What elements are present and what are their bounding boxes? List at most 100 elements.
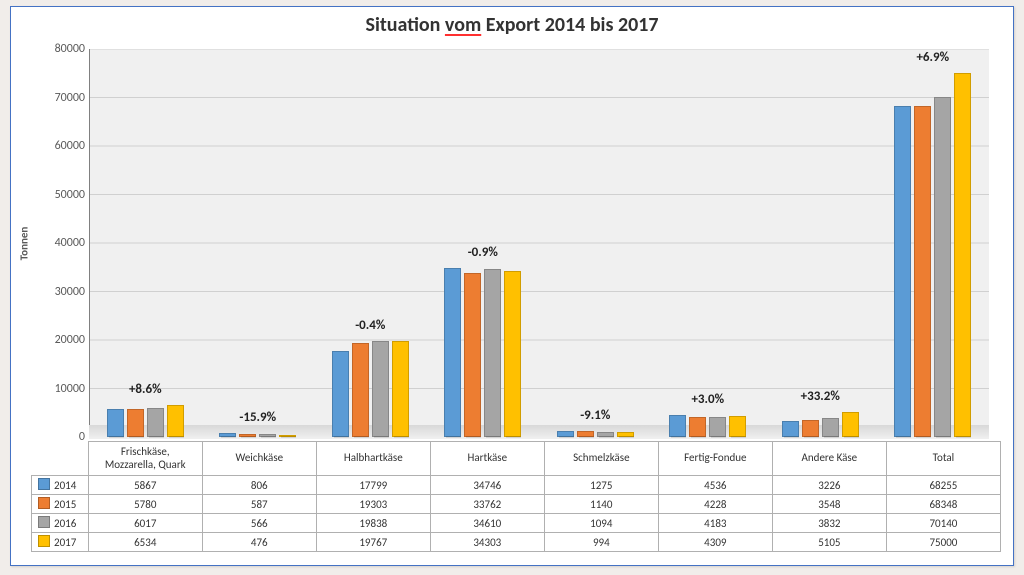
table-cell: 3548 xyxy=(772,495,886,514)
table-cell: 68255 xyxy=(886,476,1000,495)
bar xyxy=(127,409,144,437)
y-tick-label: 50000 xyxy=(45,188,85,202)
bar xyxy=(372,341,389,437)
table-cell: 3832 xyxy=(772,514,886,533)
delta-label: +8.6% xyxy=(129,382,162,397)
delta-label: +33.2% xyxy=(801,389,840,404)
bar xyxy=(782,421,799,437)
chart-frame: Situation vom Export 2014 bis 2017 Tonne… xyxy=(10,6,1014,566)
table-cell: 1140 xyxy=(544,495,658,514)
bar xyxy=(597,432,614,437)
bar xyxy=(484,269,501,437)
title-part-3: Export 2014 bis 2017 xyxy=(481,13,658,37)
table-cell: 34610 xyxy=(430,514,544,533)
bar xyxy=(259,434,276,437)
bar xyxy=(914,106,931,437)
bar-group: -15.9% xyxy=(202,49,315,437)
bar xyxy=(709,417,726,437)
table-cell: 19838 xyxy=(316,514,430,533)
table-cell: 70140 xyxy=(886,514,1000,533)
bar xyxy=(894,106,911,437)
table-category-header: Schmelzkäse xyxy=(544,442,658,476)
bar xyxy=(279,435,296,437)
bar xyxy=(954,73,971,437)
bar-group: +3.0% xyxy=(652,49,765,437)
table-cell: 4228 xyxy=(658,495,772,514)
bar-group: +6.9% xyxy=(877,49,990,437)
table-category-header: Fertig-Fondue xyxy=(658,442,772,476)
bar xyxy=(464,273,481,437)
table-cell: 4536 xyxy=(658,476,772,495)
table-cell: 19767 xyxy=(316,533,430,552)
bar xyxy=(107,409,124,437)
table-row: 20166017566198383461010944183383270140 xyxy=(32,514,1001,533)
table-cell: 476 xyxy=(202,533,316,552)
title-underlined: vom xyxy=(445,13,481,37)
bar xyxy=(842,412,859,437)
table-cell: 17799 xyxy=(316,476,430,495)
y-axis-title: Tonnen xyxy=(15,49,33,437)
table-cell: 1275 xyxy=(544,476,658,495)
bar-groups: +8.6% -15.9% -0.4% -0.9% -9.1%+3.0% +33.2% +6.… xyxy=(89,49,989,437)
y-tick-label: 60000 xyxy=(45,139,85,153)
title-part-1: Situation xyxy=(365,13,444,37)
table-category-header: Hartkäse xyxy=(430,442,544,476)
table-category-header: Total xyxy=(886,442,1000,476)
table-cell: 33762 xyxy=(430,495,544,514)
table-corner xyxy=(32,442,89,476)
bar xyxy=(167,405,184,437)
bar xyxy=(332,351,349,437)
y-tick-label: 30000 xyxy=(45,285,85,299)
table-row: 20145867806177993474612754536322668255 xyxy=(32,476,1001,495)
bar-group: -0.4% xyxy=(314,49,427,437)
bar xyxy=(689,417,706,438)
table-cell: 68348 xyxy=(886,495,1000,514)
bar xyxy=(617,432,634,437)
table-cell: 4183 xyxy=(658,514,772,533)
table-cell: 5867 xyxy=(88,476,202,495)
delta-label: +6.9% xyxy=(916,50,949,65)
bar xyxy=(219,433,236,437)
bar-group: +33.2% xyxy=(764,49,877,437)
bar xyxy=(352,343,369,437)
table-cell: 3226 xyxy=(772,476,886,495)
bar xyxy=(822,418,839,437)
bar-group: -0.9% xyxy=(427,49,540,437)
bar xyxy=(444,268,461,437)
table-series-label: 2015 xyxy=(32,495,89,514)
table-series-label: 2014 xyxy=(32,476,89,495)
delta-label: -0.4% xyxy=(355,318,385,333)
table-cell: 34303 xyxy=(430,533,544,552)
y-axis-tick-labels: 0100002000030000400005000060000700008000… xyxy=(45,49,85,437)
table-cell: 4309 xyxy=(658,533,772,552)
bar xyxy=(669,415,686,437)
table-cell: 566 xyxy=(202,514,316,533)
y-tick-label: 70000 xyxy=(45,91,85,105)
table-cell: 806 xyxy=(202,476,316,495)
table-cell: 587 xyxy=(202,495,316,514)
table-cell: 5780 xyxy=(88,495,202,514)
y-tick-label: 20000 xyxy=(45,333,85,347)
bar-group: -9.1% xyxy=(539,49,652,437)
bar xyxy=(934,97,951,437)
table-cell: 1094 xyxy=(544,514,658,533)
bar xyxy=(729,416,746,437)
bar xyxy=(577,431,594,437)
bar xyxy=(557,431,574,437)
bar xyxy=(802,420,819,437)
table-category-header: Halbhartkäse xyxy=(316,442,430,476)
bar xyxy=(239,434,256,437)
bar-group: +8.6% xyxy=(89,49,202,437)
table-row: 20155780587193033376211404228354868348 xyxy=(32,495,1001,514)
chart-title: Situation vom Export 2014 bis 2017 xyxy=(11,13,1013,37)
delta-label: -0.9% xyxy=(468,245,498,260)
table-category-header: Frischkäse,Mozzarella, Quark xyxy=(88,442,202,476)
bar xyxy=(392,341,409,437)
table-cell: 6017 xyxy=(88,514,202,533)
bar xyxy=(147,408,164,437)
table-cell: 75000 xyxy=(886,533,1000,552)
table-cell: 994 xyxy=(544,533,658,552)
y-tick-label: 40000 xyxy=(45,236,85,250)
table-row: 2017653447619767343039944309510575000 xyxy=(32,533,1001,552)
data-table: Frischkäse,Mozzarella, QuarkWeichkäseHal… xyxy=(31,441,1001,552)
